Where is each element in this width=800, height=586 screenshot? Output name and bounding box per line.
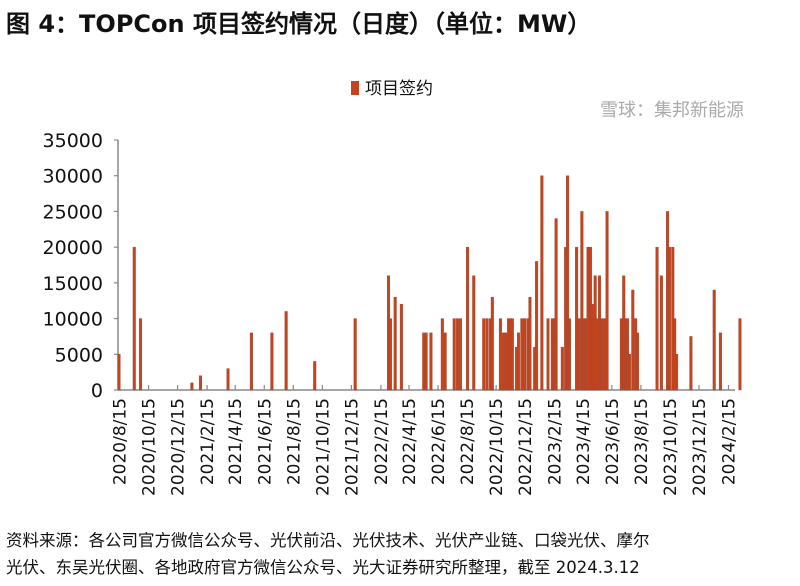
bar-2023/10/14 <box>667 246 671 391</box>
bar-2022/12/1 <box>517 332 521 391</box>
bar-2021/7/1 <box>270 332 274 391</box>
bar-2022/10/30 <box>501 332 505 391</box>
bar-2023/6/5 <box>605 211 609 391</box>
x-tick-labels: 2020/8/15 2020/10/15 2020/12/15 2021/2/15 20… <box>111 398 740 496</box>
bar-2023/4/7 <box>577 318 581 391</box>
x-tick-label: 2021/4/15 <box>226 398 246 485</box>
bar-2024/3/10 <box>738 318 742 391</box>
y-tick-label: 25000 <box>43 201 103 223</box>
x-tick-label: 2022/4/15 <box>400 398 420 485</box>
bar-2023/11/28 <box>689 336 693 391</box>
bar-2021/12/23 <box>353 318 357 391</box>
x-tick-label: 2020/12/15 <box>169 398 189 496</box>
bar-2022/6/24 <box>440 318 444 391</box>
bar-2022/3/7 <box>388 318 392 391</box>
y-tick-label: 30000 <box>43 166 103 188</box>
source-note-line-2: 光伏、东吴光伏圈、各地政府官方微信公众号、光大证券研究所整理，截至 2024.3… <box>6 558 640 577</box>
bar-2022/11/18 <box>510 318 514 391</box>
bar-2023/2/1 <box>546 318 550 391</box>
bars <box>117 175 742 391</box>
bar-2022/6/30 <box>443 332 447 391</box>
y-tick-label: 35000 <box>43 130 103 152</box>
x-tick-label: 2023/6/15 <box>603 398 623 485</box>
bar-2021/9/29 <box>313 361 317 391</box>
bar-2022/7/26 <box>456 318 460 391</box>
bar-2023/5/30 <box>602 318 606 391</box>
x-tick-label: 2021/2/15 <box>198 398 218 485</box>
bar-2023/1/8 <box>535 261 539 391</box>
bar-2023/8/8 <box>636 332 640 391</box>
bar-2020/9/28 <box>138 318 142 391</box>
x-tick-label: 2023/2/15 <box>546 398 566 485</box>
bar-2022/8/16 <box>466 246 470 391</box>
x-tick-label: 2021/10/15 <box>313 398 333 496</box>
legend-swatch <box>351 81 359 95</box>
bar-2021/1/14 <box>190 382 194 391</box>
bar-2022/5/31 <box>429 332 433 391</box>
bar-2022/9/26 <box>485 318 489 391</box>
bar-2020/9/15 <box>132 246 136 391</box>
bar-2023/5/24 <box>599 318 603 391</box>
bar-2022/12/14 <box>523 318 527 391</box>
bar-2023/3/3 <box>560 346 564 391</box>
bar-2023/4/13 <box>580 211 584 391</box>
bar-2023/9/18 <box>655 246 659 391</box>
y-tick-labels: 0 5000 10000 15000 20000 25000 30000 35000 <box>43 130 103 402</box>
y-tick-label: 15000 <box>43 273 103 295</box>
bar-2022/9/19 <box>482 318 486 391</box>
bar-2022/10/24 <box>498 318 502 391</box>
bar-2024/1/16 <box>712 289 716 391</box>
bar-2022/10/7 <box>490 296 494 391</box>
bar-chart: 项目签约 0 5000 10000 15000 20000 25000 30000 35000… <box>43 79 742 496</box>
y-tick-label: 10000 <box>43 309 103 331</box>
x-tick-label: 2022/10/15 <box>487 398 507 496</box>
y-tick-label: 20000 <box>43 237 103 259</box>
bar-2023/3/18 <box>567 318 571 391</box>
bar-2022/8/29 <box>472 275 476 391</box>
bar-2022/3/17 <box>393 296 397 391</box>
y-tick-label: 5000 <box>55 344 103 366</box>
x-tick-label: 2023/10/15 <box>661 398 681 496</box>
x-tick-label: 2020/10/15 <box>140 398 160 496</box>
x-tick-label: 2023/8/15 <box>632 398 652 485</box>
bar-2023/7/29 <box>631 289 635 391</box>
bar-2021/5/19 <box>249 332 253 391</box>
legend-label: 项目签约 <box>365 79 433 99</box>
x-tick-label: 2023/12/15 <box>690 398 710 496</box>
bar-2020/8/14 <box>117 354 121 391</box>
bar-2022/3/30 <box>399 304 403 391</box>
bar-2024/1/29 <box>718 332 722 391</box>
x-tick-label: 2022/12/15 <box>516 398 536 496</box>
bar-2022/5/21 <box>424 332 428 391</box>
bar-2023/2/18 <box>554 218 558 391</box>
bar-2022/12/25 <box>528 296 532 391</box>
x-tick-label: 2021/12/15 <box>342 398 362 496</box>
bar-2023/7/22 <box>627 354 631 391</box>
y-tick-label: 0 <box>91 380 103 402</box>
bar-2023/9/27 <box>659 275 663 391</box>
x-tick-label: 2021/8/15 <box>284 398 304 485</box>
figure-title: 图 4：TOPCon 项目签约情况（日度）（单位：MW） <box>6 10 592 38</box>
source-note-line-1: 资料来源：各公司官方微信公众号、光伏前沿、光伏技术、光伏产业链、口袋光伏、摩尔 <box>6 531 650 550</box>
bar-2023/3/14 <box>566 175 570 391</box>
bar-2021/3/31 <box>226 368 230 391</box>
bar-2021/2/1 <box>198 375 202 391</box>
x-tick-label: 2024/2/15 <box>720 398 740 485</box>
x-tick-label: 2021/6/15 <box>255 398 275 485</box>
bar-2023/10/29 <box>675 354 679 391</box>
x-tick-label: 2023/4/15 <box>574 398 594 485</box>
watermark: 雪球：集邦新能源 <box>600 100 744 121</box>
bar-2021/7/31 <box>284 311 288 391</box>
bar-2022/8/1 <box>458 318 462 391</box>
bar-2022/12/8 <box>520 318 524 391</box>
x-tick-label: 2022/8/15 <box>458 398 478 485</box>
x-tick-label: 2022/2/15 <box>372 398 392 485</box>
bar-2023/1/19 <box>540 175 544 391</box>
legend: 项目签约 <box>351 79 433 99</box>
x-tick-label: 2020/8/15 <box>111 398 131 485</box>
x-tick-label: 2022/6/15 <box>429 398 449 485</box>
bar-2022/7/19 <box>452 318 456 391</box>
